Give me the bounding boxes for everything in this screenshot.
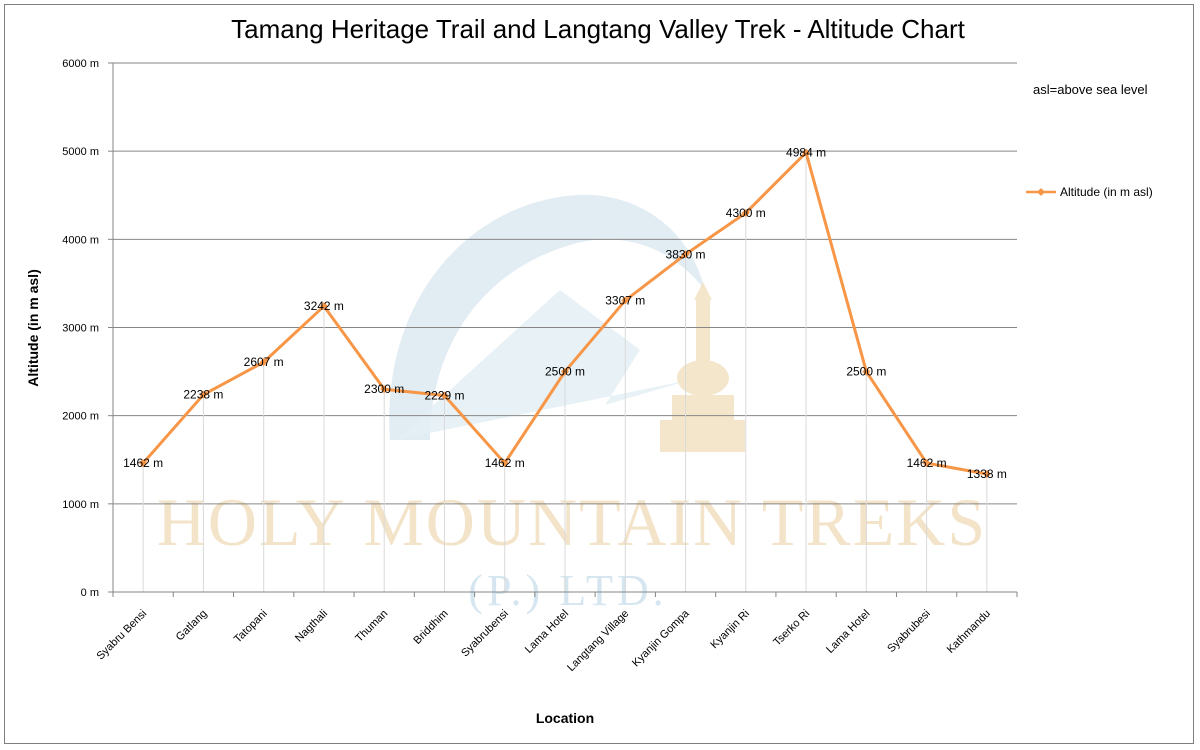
y-tick-label: 2000 m [62, 411, 99, 423]
x-tick-label: Kathmandu [945, 608, 993, 656]
data-label: 3830 m [666, 247, 706, 261]
data-label: 1462 m [907, 456, 947, 470]
x-axis-title: Location [536, 710, 594, 726]
x-tick-label: Syabrubensi [459, 608, 511, 660]
data-label: 2500 m [545, 365, 585, 379]
x-tick-label: Kyanjin Gompa [630, 607, 692, 669]
data-label: 3307 m [605, 293, 645, 307]
altitude-point [922, 459, 931, 468]
y-tick-label: 0 m [81, 587, 99, 599]
data-label: 2607 m [244, 355, 284, 369]
y-tick-labels: 0 m 1000 m 2000 m 3000 m 4000 m 5000 m 6000 m [62, 58, 99, 599]
axes [112, 63, 1017, 593]
chart-title: Tamang Heritage Trail and Langtang Valle… [231, 14, 965, 44]
altitude-point [500, 459, 509, 468]
x-tick-label: Briddhim [411, 608, 450, 647]
altitude-point [621, 296, 630, 305]
altitude-point [802, 148, 811, 157]
x-tick-label: Syabrubesi [885, 608, 932, 655]
x-tick-label: Tatopani [232, 608, 270, 646]
category-droplines [142, 152, 988, 592]
y-tick-label: 5000 m [62, 146, 99, 158]
legend-marker-swatch [1037, 188, 1045, 196]
x-tick-label: Nagthali [293, 608, 330, 645]
watermark-arc [389, 194, 705, 440]
altitude-point [259, 358, 268, 367]
altitude-point [741, 208, 750, 217]
data-label: 2229 m [424, 388, 464, 402]
altitude-point [319, 302, 328, 311]
data-labels: 1462 m 2238 m 2607 m 3242 m 2300 m 2229 m 1462… [123, 146, 1007, 481]
altitude-point [862, 367, 871, 376]
altitude-point [561, 367, 569, 376]
x-tick-label: Lama Hotel [824, 608, 872, 656]
altitude-point [982, 470, 991, 479]
y-tick-label: 1000 m [62, 499, 99, 511]
data-label: 2238 m [183, 388, 223, 402]
x-tick-label: Tserko Ri [771, 608, 812, 649]
altitude-series [139, 148, 991, 479]
watermark-brand-text: HOLY MOUNTAIN TREKS [157, 484, 987, 560]
altitude-point [440, 391, 449, 400]
data-label: 3242 m [304, 299, 344, 313]
altitude-point [380, 385, 389, 394]
asl-note: asl=above sea level [1033, 82, 1148, 97]
watermark-stupa [660, 282, 745, 452]
y-tick-label: 4000 m [62, 234, 99, 246]
altitude-point [139, 459, 148, 468]
altitude-point [199, 390, 208, 399]
x-tick-label: Langtang Village [565, 608, 631, 674]
data-label: 1462 m [123, 456, 163, 470]
x-tick-label: Kyanjin Ri [708, 608, 752, 652]
watermark-logo: HOLY MOUNTAIN TREKS (P.) LTD. [157, 194, 987, 615]
x-tick-label: Syabru Bensi [94, 608, 149, 663]
data-label: 4984 m [786, 146, 826, 160]
altitude-point [681, 250, 690, 259]
watermark-mountain [395, 290, 690, 440]
x-tick-label: Thuman [353, 608, 390, 645]
legend: Altitude (in m asl) [1026, 185, 1153, 199]
data-label: 1338 m [967, 467, 1007, 481]
data-label: 4300 m [726, 206, 766, 220]
legend-entry-altitude: Altitude (in m asl) [1060, 185, 1153, 199]
data-label: 1462 m [485, 456, 525, 470]
data-label: 2300 m [364, 382, 404, 396]
y-tick-label: 6000 m [62, 58, 99, 70]
data-label: 2500 m [846, 365, 886, 379]
y-axis-title: Altitude (in m asl) [25, 269, 41, 386]
x-tick-label: Gatlang [174, 608, 210, 644]
watermark-suffix-text: (P.) LTD. [468, 566, 667, 615]
y-tick-label: 3000 m [62, 323, 99, 335]
